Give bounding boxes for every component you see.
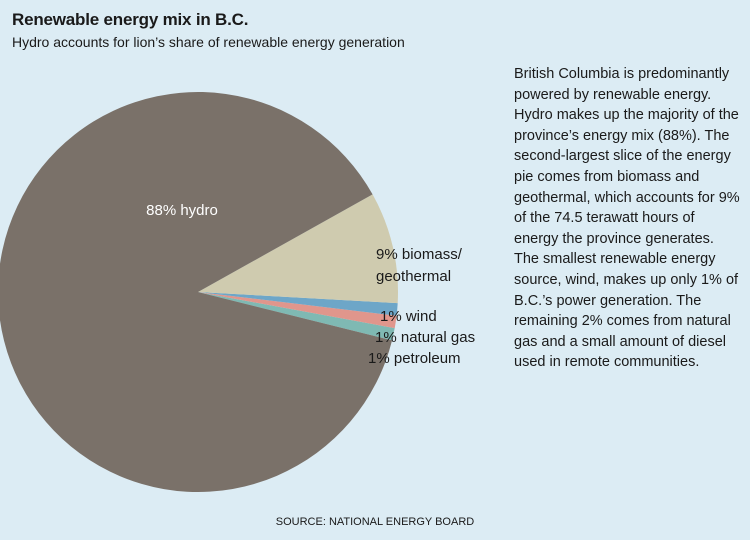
pie-labels: 88% hydro 9% biomass/ geothermal 1% wind… [146, 202, 475, 367]
article-text: British Columbia is predominantly powere… [514, 64, 742, 373]
label-petroleum: 1% petroleum [368, 350, 461, 367]
label-wind: 1% wind [380, 308, 437, 325]
source-note: SOURCE: NATIONAL ENERGY BOARD [275, 516, 475, 528]
chart-subtitle: Hydro accounts for lion’s share of renew… [12, 34, 405, 50]
label-natural-gas: 1% natural gas [375, 329, 475, 346]
pie-slice-petroleum [198, 292, 395, 341]
article-paragraph: British Columbia is predominantly powere… [514, 66, 740, 371]
pie-slice-wind [198, 292, 398, 316]
pie-chart: 88% hydro 9% biomass/ geothermal 1% wind… [0, 92, 475, 492]
chart-title: Renewable energy mix in B.C. [12, 10, 249, 29]
pie-slices [0, 92, 398, 492]
label-hydro: 88% hydro [146, 202, 218, 219]
pie-slice-biomass-geothermal [198, 194, 398, 304]
pie-slice-hydro [0, 92, 393, 492]
pie-slice-natural-gas [198, 292, 397, 329]
label-biomass: 9% biomass/ geothermal [376, 246, 466, 285]
